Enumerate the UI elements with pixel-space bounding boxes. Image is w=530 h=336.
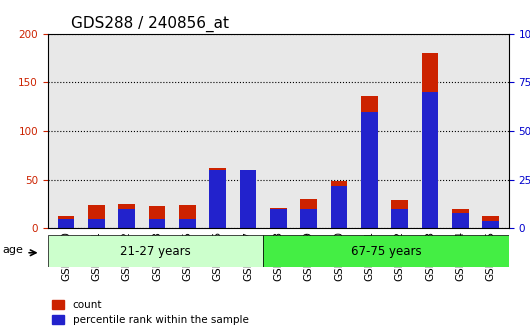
Bar [88, 205, 104, 228]
Text: GDS288 / 240856_at: GDS288 / 240856_at [70, 16, 229, 32]
Bar [179, 219, 196, 228]
Text: 21-27 years: 21-27 years [120, 245, 191, 258]
Bar [452, 213, 469, 228]
Bar [240, 170, 257, 228]
Bar [421, 92, 438, 228]
Bar [331, 185, 347, 228]
FancyBboxPatch shape [263, 235, 509, 267]
Bar [361, 112, 377, 228]
Bar [209, 170, 226, 228]
Bar [391, 200, 408, 228]
Bar [482, 216, 499, 228]
Bar [58, 216, 74, 228]
Bar [148, 219, 165, 228]
FancyBboxPatch shape [48, 235, 263, 267]
Bar [300, 209, 317, 228]
Legend: count, percentile rank within the sample: count, percentile rank within the sample [48, 296, 253, 329]
Bar [240, 173, 257, 228]
Bar [482, 221, 499, 228]
Bar [148, 206, 165, 228]
Bar [391, 209, 408, 228]
Text: 67-75 years: 67-75 years [350, 245, 421, 258]
Bar [270, 208, 287, 228]
Bar [118, 209, 135, 228]
Bar [179, 205, 196, 228]
Bar [452, 209, 469, 228]
Bar [118, 204, 135, 228]
Bar [331, 181, 347, 228]
Bar [209, 168, 226, 228]
Bar [88, 219, 104, 228]
Bar [421, 53, 438, 228]
Bar [270, 209, 287, 228]
Bar [361, 96, 377, 228]
Bar [58, 219, 74, 228]
Bar [300, 199, 317, 228]
Text: age: age [2, 245, 23, 255]
